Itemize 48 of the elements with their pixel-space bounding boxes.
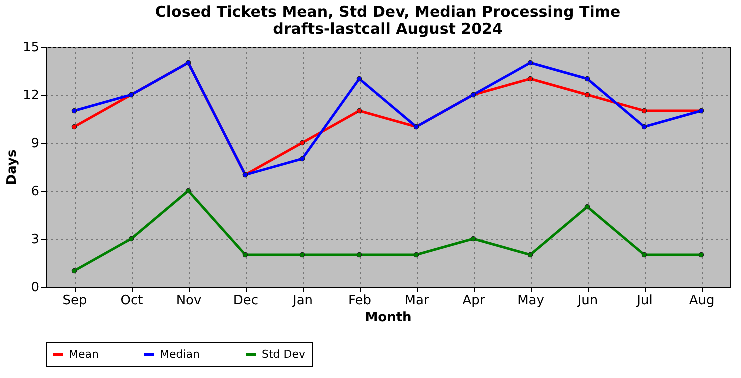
y-axis-title: Days [4, 150, 20, 186]
point [470, 236, 476, 242]
point [528, 60, 534, 66]
point [242, 252, 248, 258]
point [72, 124, 78, 130]
point [584, 76, 590, 82]
y-tick-label: 0 [31, 280, 40, 296]
point [584, 92, 590, 98]
x-axis-title: Month [365, 310, 412, 326]
x-tick-label: Dec [233, 294, 259, 308]
point [72, 108, 78, 114]
point [186, 188, 192, 194]
point [528, 76, 534, 82]
point [584, 204, 590, 210]
y-tick-label: 9 [31, 136, 40, 152]
point [356, 76, 362, 82]
y-tick-label: 15 [22, 40, 40, 56]
x-tick-label: Aug [689, 294, 715, 308]
point [356, 108, 362, 114]
point [128, 236, 134, 242]
x-tick-label: Jan [292, 294, 314, 308]
point [300, 252, 306, 258]
point [642, 252, 648, 258]
point [72, 268, 78, 274]
point [528, 252, 534, 258]
x-tick-label: Feb [348, 294, 372, 308]
legend-label: Std Dev [262, 348, 306, 361]
point [300, 140, 306, 146]
x-tick-label: Jun [576, 294, 598, 308]
y-tick-label: 3 [31, 232, 40, 248]
x-tick-label: Nov [176, 294, 202, 308]
legend-label: Mean [69, 348, 99, 361]
point [642, 124, 648, 130]
x-tick-label: Sep [62, 294, 88, 308]
point [414, 252, 420, 258]
point [356, 252, 362, 258]
y-tick-label: 12 [22, 88, 40, 104]
point [300, 156, 306, 162]
x-tick-label: Oct [120, 294, 144, 308]
y-tick-label: 6 [31, 184, 40, 200]
legend-label: Median [160, 348, 200, 361]
x-tick-label: Apr [462, 294, 486, 308]
point [698, 252, 704, 258]
x-tick-label: Jul [636, 294, 653, 308]
x-tick-label: Mar [404, 294, 430, 308]
x-tick-label: May [518, 294, 545, 308]
chart-title: Closed Tickets Mean, Std Dev, Median Processing Time drafts-lastcall August 2024 [155, 3, 621, 38]
point [642, 108, 648, 114]
